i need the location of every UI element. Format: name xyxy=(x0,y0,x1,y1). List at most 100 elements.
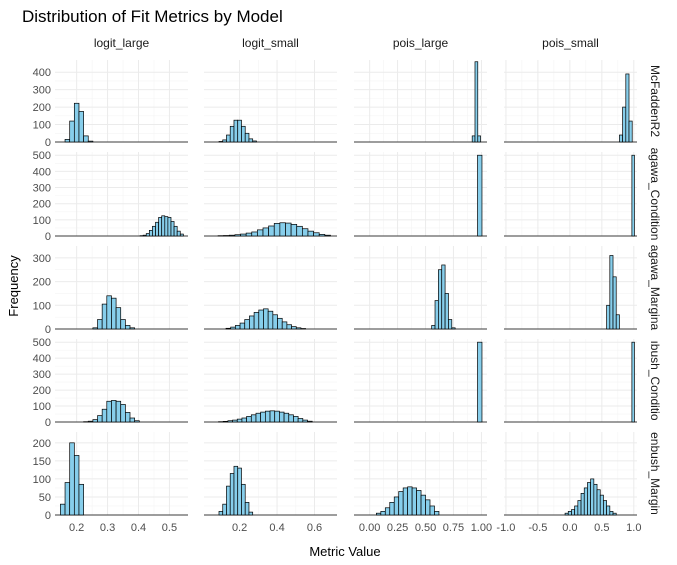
histogram-bar xyxy=(474,61,479,143)
histogram-bar xyxy=(230,326,236,330)
histogram-bar xyxy=(218,511,224,516)
y-tick-label: 100 xyxy=(33,401,51,413)
histogram-bar xyxy=(451,327,456,330)
x-tick-label: 0.5 xyxy=(162,522,177,534)
x-tick-label: 0.25 xyxy=(387,522,408,534)
histogram-bar xyxy=(87,140,94,143)
histogram-bar xyxy=(225,327,232,330)
histogram-bar xyxy=(281,321,288,330)
histogram-bar xyxy=(69,442,75,516)
histogram-bar xyxy=(318,234,326,237)
histogram-bar xyxy=(631,341,635,423)
y-tick-label: 200 xyxy=(33,438,51,450)
histogram-bar xyxy=(115,400,122,423)
histogram-bar xyxy=(179,233,184,237)
histogram-bar xyxy=(134,420,140,423)
histogram-bar xyxy=(267,310,274,330)
histogram-bar xyxy=(429,505,435,516)
histogram-bar xyxy=(125,412,131,423)
histogram-bar xyxy=(571,509,576,516)
histogram-bar xyxy=(222,503,227,516)
row-strip-label: ıbush_Conditio xyxy=(648,340,662,420)
histogram-bar xyxy=(226,134,231,143)
y-tick-label: 400 xyxy=(33,166,51,178)
histogram-bar xyxy=(255,412,262,423)
histogram-bar xyxy=(233,465,239,516)
y-tick-label: 50 xyxy=(39,492,51,504)
histogram-bar xyxy=(237,467,242,516)
histogram-bar xyxy=(389,502,395,516)
histogram-bar xyxy=(609,255,614,330)
histogram-bar xyxy=(170,221,175,237)
histogram xyxy=(504,341,637,423)
x-tick-label: 1.00 xyxy=(471,522,492,534)
histogram-bar xyxy=(145,233,150,237)
facet-panel xyxy=(354,60,487,143)
histogram xyxy=(354,341,487,423)
column-strip-label: logit_large xyxy=(94,36,150,50)
row-strip-label: agawa_Margina xyxy=(648,245,662,331)
histogram-bar xyxy=(407,486,413,516)
histogram-bar xyxy=(574,505,579,516)
histogram-bar xyxy=(264,410,271,423)
histogram-bar xyxy=(120,404,126,423)
histogram-bar xyxy=(111,297,117,330)
facet-panel xyxy=(55,152,188,237)
histogram-bar xyxy=(240,233,247,237)
histogram-bar xyxy=(441,264,446,330)
facet-panel xyxy=(354,432,487,516)
histogram-bar xyxy=(272,314,278,330)
row-strip-label: enbush_Margin xyxy=(648,432,662,515)
y-tick-label: 100 xyxy=(33,300,51,312)
histogram-bar xyxy=(286,324,292,330)
histogram-bar xyxy=(251,231,258,237)
histogram-bar xyxy=(239,322,246,330)
y-tick-label: 100 xyxy=(33,215,51,227)
histogram-bar xyxy=(268,225,275,237)
histogram-bar xyxy=(244,132,250,143)
y-axis-title: Frequency xyxy=(6,255,21,317)
histogram-bar xyxy=(155,221,159,237)
histogram xyxy=(55,442,188,516)
row-strip-label: McFaddenR2 xyxy=(648,65,662,137)
facet-panel xyxy=(354,246,487,330)
histogram-bar xyxy=(564,512,569,516)
histogram xyxy=(204,119,337,143)
histogram-bar xyxy=(580,492,585,516)
histogram-bar xyxy=(106,295,112,330)
histogram-bar xyxy=(398,491,404,516)
y-tick-label: 100 xyxy=(33,474,51,486)
histogram-bar xyxy=(295,327,302,330)
histogram-bar xyxy=(583,487,588,516)
histogram-bar xyxy=(477,154,483,237)
y-tick-label: 500 xyxy=(33,337,51,349)
histogram-bar xyxy=(577,500,582,516)
y-tick-label: 400 xyxy=(33,67,51,79)
histogram-bar xyxy=(471,135,476,143)
histogram-bar xyxy=(273,223,281,237)
histogram-bar xyxy=(60,503,66,516)
histogram-bar xyxy=(283,412,290,423)
histogram xyxy=(55,295,188,330)
histogram-bar xyxy=(384,507,391,516)
x-tick-label: 0.4 xyxy=(269,522,284,534)
histogram-bar xyxy=(234,234,241,237)
histogram-bar xyxy=(628,120,633,143)
histogram-bar xyxy=(167,217,172,237)
histogram-bar xyxy=(229,125,235,143)
histogram-bar xyxy=(248,138,254,143)
histogram-bar xyxy=(222,421,229,423)
histogram-bar xyxy=(279,222,286,237)
y-tick-label: 0 xyxy=(45,324,51,336)
histogram-bar xyxy=(253,312,260,330)
x-tick-label: 0.75 xyxy=(443,522,464,534)
facet-panel xyxy=(204,432,337,516)
histogram-bar xyxy=(97,319,103,330)
histogram xyxy=(504,478,637,516)
histogram-bar xyxy=(235,325,241,330)
x-tick-label: 0.2 xyxy=(232,522,247,534)
histogram-bar xyxy=(431,325,436,330)
histogram-bar xyxy=(324,234,331,237)
histogram-bar xyxy=(245,232,253,237)
